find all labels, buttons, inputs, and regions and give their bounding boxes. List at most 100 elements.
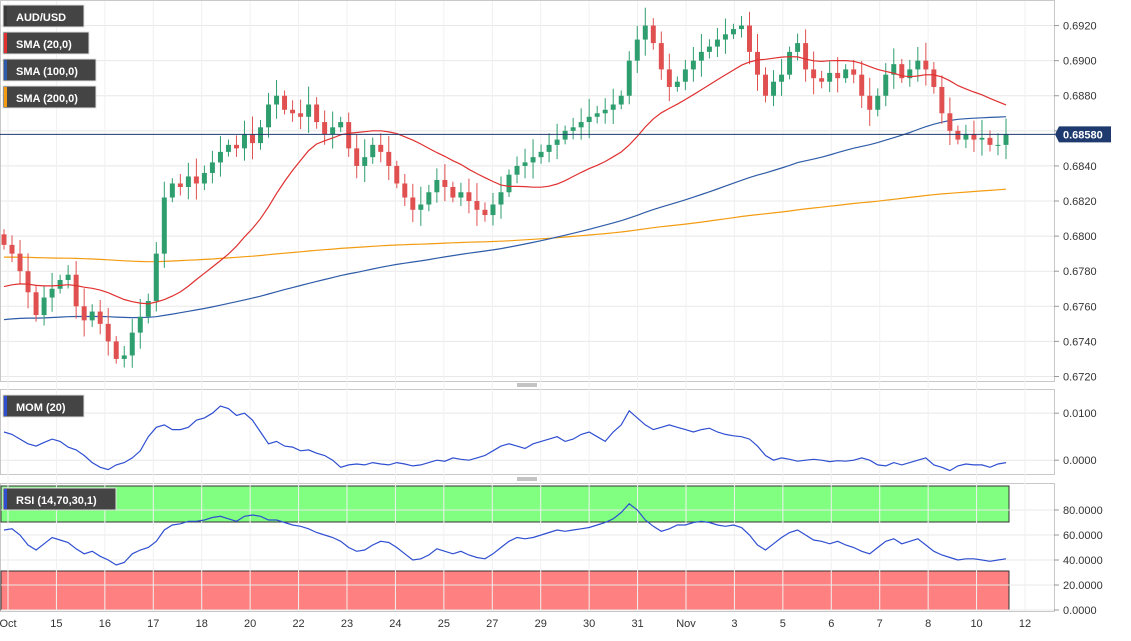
candle <box>458 182 464 207</box>
candle-body <box>402 183 408 198</box>
candle-body <box>442 179 448 187</box>
y-tick-label-2: 60.0000 <box>1063 530 1103 542</box>
candle-body <box>899 64 905 79</box>
candle-body <box>554 139 560 145</box>
candle <box>963 124 969 149</box>
candle-body <box>233 144 239 149</box>
rsi-path <box>3 502 1007 566</box>
candle <box>314 97 320 129</box>
candle-body <box>250 134 255 144</box>
legend-item-symbol[interactable]: AUD/USD <box>2 4 85 28</box>
candle-body <box>674 81 680 87</box>
candle <box>779 58 785 96</box>
y-tick-label-0: 0.6840 <box>1063 161 1097 173</box>
candle <box>370 137 376 164</box>
candle <box>971 120 977 152</box>
candle <box>177 173 183 196</box>
candle <box>322 110 328 145</box>
candle-body <box>682 69 688 82</box>
x-axis-labels: Oct 15 16 17 18 20 22 23 24 25 27 29 30 31 Nov 3 5 6 7 8 10 1… <box>0 618 1031 630</box>
candle-body <box>514 165 520 175</box>
candle-body <box>386 151 392 166</box>
candle-body <box>121 355 127 359</box>
candle-body <box>1 234 7 245</box>
candle-body <box>618 95 624 105</box>
pane-resize-handle-2[interactable] <box>517 477 537 481</box>
candle <box>161 181 167 268</box>
x-tick-label: 3 <box>731 618 737 630</box>
candle-body <box>787 51 793 75</box>
candle <box>562 125 568 145</box>
candle-body <box>883 74 889 96</box>
sma-100-line <box>3 116 1007 321</box>
y-tick-label-0: 0.6800 <box>1063 231 1097 243</box>
candle-body <box>795 43 801 52</box>
candle <box>410 183 416 223</box>
candle <box>298 99 304 130</box>
candle <box>394 160 400 189</box>
candle <box>594 105 600 124</box>
x-tick-label: 30 <box>583 618 595 630</box>
candle <box>193 158 199 200</box>
candle <box>634 25 640 73</box>
candle-body <box>25 271 31 293</box>
candle-body <box>298 113 304 117</box>
legend-item-sma100[interactable]: SMA (100,0) <box>2 58 97 82</box>
legend-label-rsi: RSI (14,70,30,1) <box>16 495 97 507</box>
pane-resize-handle-1[interactable] <box>517 383 537 387</box>
candle <box>738 16 744 38</box>
x-tick-label: Oct <box>0 618 17 630</box>
candle-body <box>586 116 592 123</box>
candle <box>145 293 151 324</box>
legend-item-sma200[interactable]: SMA (200,0) <box>2 85 97 109</box>
candle-body <box>995 144 1001 146</box>
candle <box>867 77 873 126</box>
rsi-oversold-zone <box>0 570 1010 611</box>
candle-body <box>594 113 600 117</box>
candle <box>626 51 632 105</box>
x-tick-label: 17 <box>147 618 159 630</box>
candle <box>266 92 272 138</box>
y-axis-labels: 0.69200.69000.68800.68600.68400.68200.68… <box>1054 21 1103 617</box>
candle <box>787 46 793 80</box>
candle <box>506 169 512 197</box>
candle <box>338 116 344 133</box>
legend-item-sma20[interactable]: SMA (20,0) <box>2 31 90 55</box>
candle-body <box>474 201 480 210</box>
candle-body <box>217 151 223 163</box>
candle-body <box>314 104 320 123</box>
mom-path <box>3 405 1007 472</box>
candle-body <box>209 162 215 173</box>
x-tick-label: 29 <box>535 618 547 630</box>
candle-body <box>650 25 656 44</box>
x-tick-label: Nov <box>676 618 696 630</box>
candle-body <box>354 148 360 166</box>
x-tick-label: 6 <box>828 618 834 630</box>
sma-200-line <box>4 188 1007 263</box>
candle <box>931 62 937 94</box>
candle <box>290 100 296 122</box>
candle <box>434 168 440 203</box>
candle <box>482 202 488 222</box>
candle-body <box>290 109 296 114</box>
candle-body <box>394 165 400 184</box>
sma-20-line <box>3 56 1007 305</box>
x-tick-label: 10 <box>970 618 982 630</box>
candle-body <box>153 253 159 302</box>
candle-body <box>177 183 183 187</box>
candle-body <box>843 69 849 79</box>
candle-body <box>498 192 504 205</box>
rsi-overbought-zone <box>0 485 1010 523</box>
candle <box>546 133 552 163</box>
legend-item-rsi[interactable]: RSI (14,70,30,1) <box>2 487 117 511</box>
candle-body <box>129 332 135 356</box>
candle-body <box>979 137 985 140</box>
candle-body <box>851 69 857 75</box>
legend-item-mom[interactable]: MOM (20) <box>2 394 85 418</box>
candle <box>105 308 111 356</box>
candle-body <box>955 130 961 140</box>
candle <box>618 90 624 110</box>
x-tick-label: 27 <box>486 618 498 630</box>
sma-200-path <box>4 188 1007 263</box>
legend: AUD/USD SMA (20,0) SMA (100,0) SMA (200,… <box>2 4 117 511</box>
